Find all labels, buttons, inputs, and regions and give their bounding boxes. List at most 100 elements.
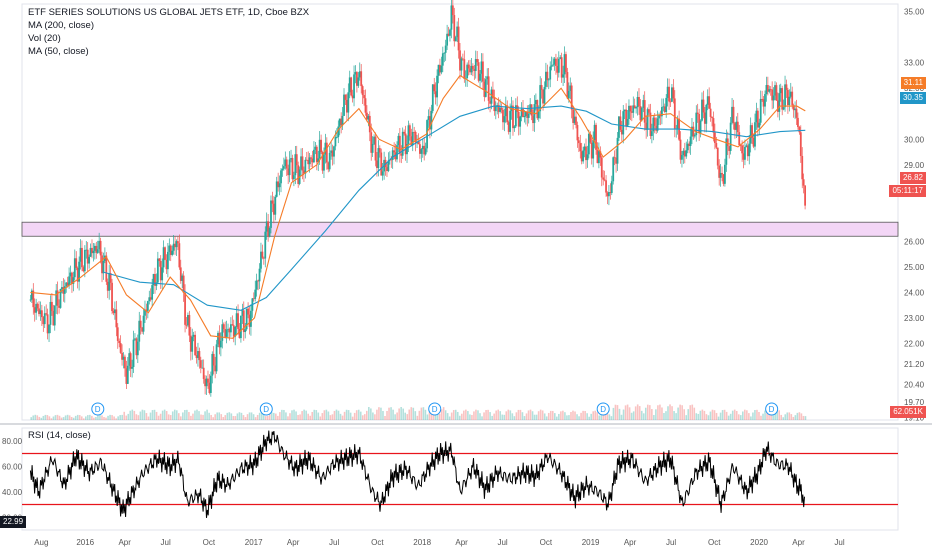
volume-bar bbox=[406, 414, 409, 420]
volume-bar bbox=[139, 411, 142, 420]
volume-bar bbox=[236, 413, 239, 420]
volume-bar bbox=[729, 413, 732, 420]
candle-body bbox=[195, 355, 198, 359]
candle-body bbox=[61, 287, 63, 289]
candle-body bbox=[144, 309, 146, 316]
volume-bar bbox=[329, 415, 332, 420]
volume-bar bbox=[410, 407, 413, 420]
volume-bar bbox=[739, 415, 742, 420]
candle-body bbox=[209, 375, 212, 393]
candle-body bbox=[414, 131, 417, 143]
candle-body bbox=[115, 309, 118, 328]
volume-bar bbox=[386, 410, 388, 420]
candle-body bbox=[625, 109, 628, 126]
candle-body bbox=[701, 99, 703, 121]
candle-body bbox=[354, 72, 357, 75]
x-tick-label: Oct bbox=[203, 538, 216, 547]
candle-body bbox=[724, 164, 726, 184]
candle-body bbox=[718, 165, 721, 178]
volume-bar bbox=[277, 415, 279, 420]
candle-body bbox=[282, 166, 285, 169]
candle-body bbox=[616, 137, 619, 164]
candle-body bbox=[221, 324, 224, 341]
rsi-pane-frame bbox=[21, 427, 899, 531]
candle-body bbox=[682, 150, 685, 156]
volume-bar bbox=[657, 405, 659, 420]
candle-body bbox=[655, 125, 658, 131]
volume-bar bbox=[644, 407, 647, 420]
candle-body bbox=[52, 310, 55, 326]
volume-bar bbox=[113, 416, 115, 420]
candle-body bbox=[121, 352, 123, 360]
candle-body bbox=[211, 353, 214, 376]
candle-body bbox=[122, 356, 125, 360]
candle-body bbox=[590, 142, 593, 159]
volume-bar bbox=[270, 412, 273, 420]
candle-body bbox=[580, 151, 583, 162]
candle-body bbox=[652, 117, 655, 132]
rsi-tick-label: 60.00 bbox=[2, 462, 23, 471]
ma50-line bbox=[30, 74, 806, 339]
candle-body bbox=[691, 126, 693, 137]
volume-bar bbox=[351, 416, 354, 420]
volume-bar bbox=[586, 413, 588, 420]
volume-bar bbox=[426, 414, 429, 420]
volume-bar bbox=[58, 415, 61, 420]
volume-bar bbox=[776, 409, 778, 420]
volume-bar bbox=[614, 404, 617, 420]
candle-body bbox=[489, 100, 491, 104]
candle-body bbox=[559, 57, 562, 59]
candle-body bbox=[589, 133, 592, 143]
candle-body bbox=[380, 152, 383, 176]
candle-body bbox=[305, 159, 308, 161]
candle-body bbox=[194, 334, 196, 356]
candle-body bbox=[469, 68, 471, 73]
volume-bar bbox=[293, 409, 295, 420]
volume-bar bbox=[420, 407, 423, 420]
volume-bar bbox=[804, 416, 807, 420]
volume-bar bbox=[123, 411, 126, 420]
volume-bar bbox=[125, 415, 128, 420]
candle-body bbox=[419, 144, 421, 154]
volume-bar bbox=[248, 412, 251, 420]
candle-body bbox=[108, 272, 111, 291]
volume-bar bbox=[461, 413, 463, 420]
candle-body bbox=[161, 267, 164, 281]
volume-bar bbox=[630, 412, 633, 420]
candle-body bbox=[792, 105, 795, 111]
volume-bar bbox=[653, 415, 655, 420]
candle-body bbox=[529, 104, 532, 114]
candle-body bbox=[762, 99, 765, 107]
candle-body bbox=[549, 66, 552, 80]
dividend-marker bbox=[428, 402, 442, 416]
dividend-marker bbox=[596, 402, 610, 416]
candle-body bbox=[102, 260, 105, 274]
candle-body bbox=[45, 313, 48, 315]
candle-body bbox=[172, 243, 175, 251]
candle-body bbox=[507, 122, 510, 132]
rsi-badge: 22.99 bbox=[0, 516, 27, 528]
volume-bar bbox=[564, 412, 566, 420]
candle-body bbox=[280, 170, 282, 184]
volume-bar bbox=[525, 413, 528, 420]
volume-bar bbox=[143, 410, 146, 420]
volume-bar bbox=[463, 410, 465, 420]
candle-body bbox=[370, 132, 373, 153]
candle-body bbox=[536, 100, 539, 119]
price-tick-label: 33.00 bbox=[904, 59, 925, 68]
volume-bar bbox=[733, 409, 736, 420]
volume-bar bbox=[778, 410, 780, 420]
volume-bar bbox=[475, 409, 477, 420]
candle-body bbox=[698, 114, 701, 133]
candle-body bbox=[466, 64, 469, 79]
volume-bar bbox=[54, 415, 57, 420]
candle-body bbox=[618, 116, 620, 138]
candle-body bbox=[623, 109, 626, 112]
candle-body bbox=[732, 106, 735, 124]
volume-bar bbox=[456, 411, 459, 420]
candle-body bbox=[424, 148, 427, 155]
volume-bar bbox=[766, 409, 768, 420]
candle-body bbox=[111, 282, 113, 312]
candle-body bbox=[300, 156, 302, 170]
